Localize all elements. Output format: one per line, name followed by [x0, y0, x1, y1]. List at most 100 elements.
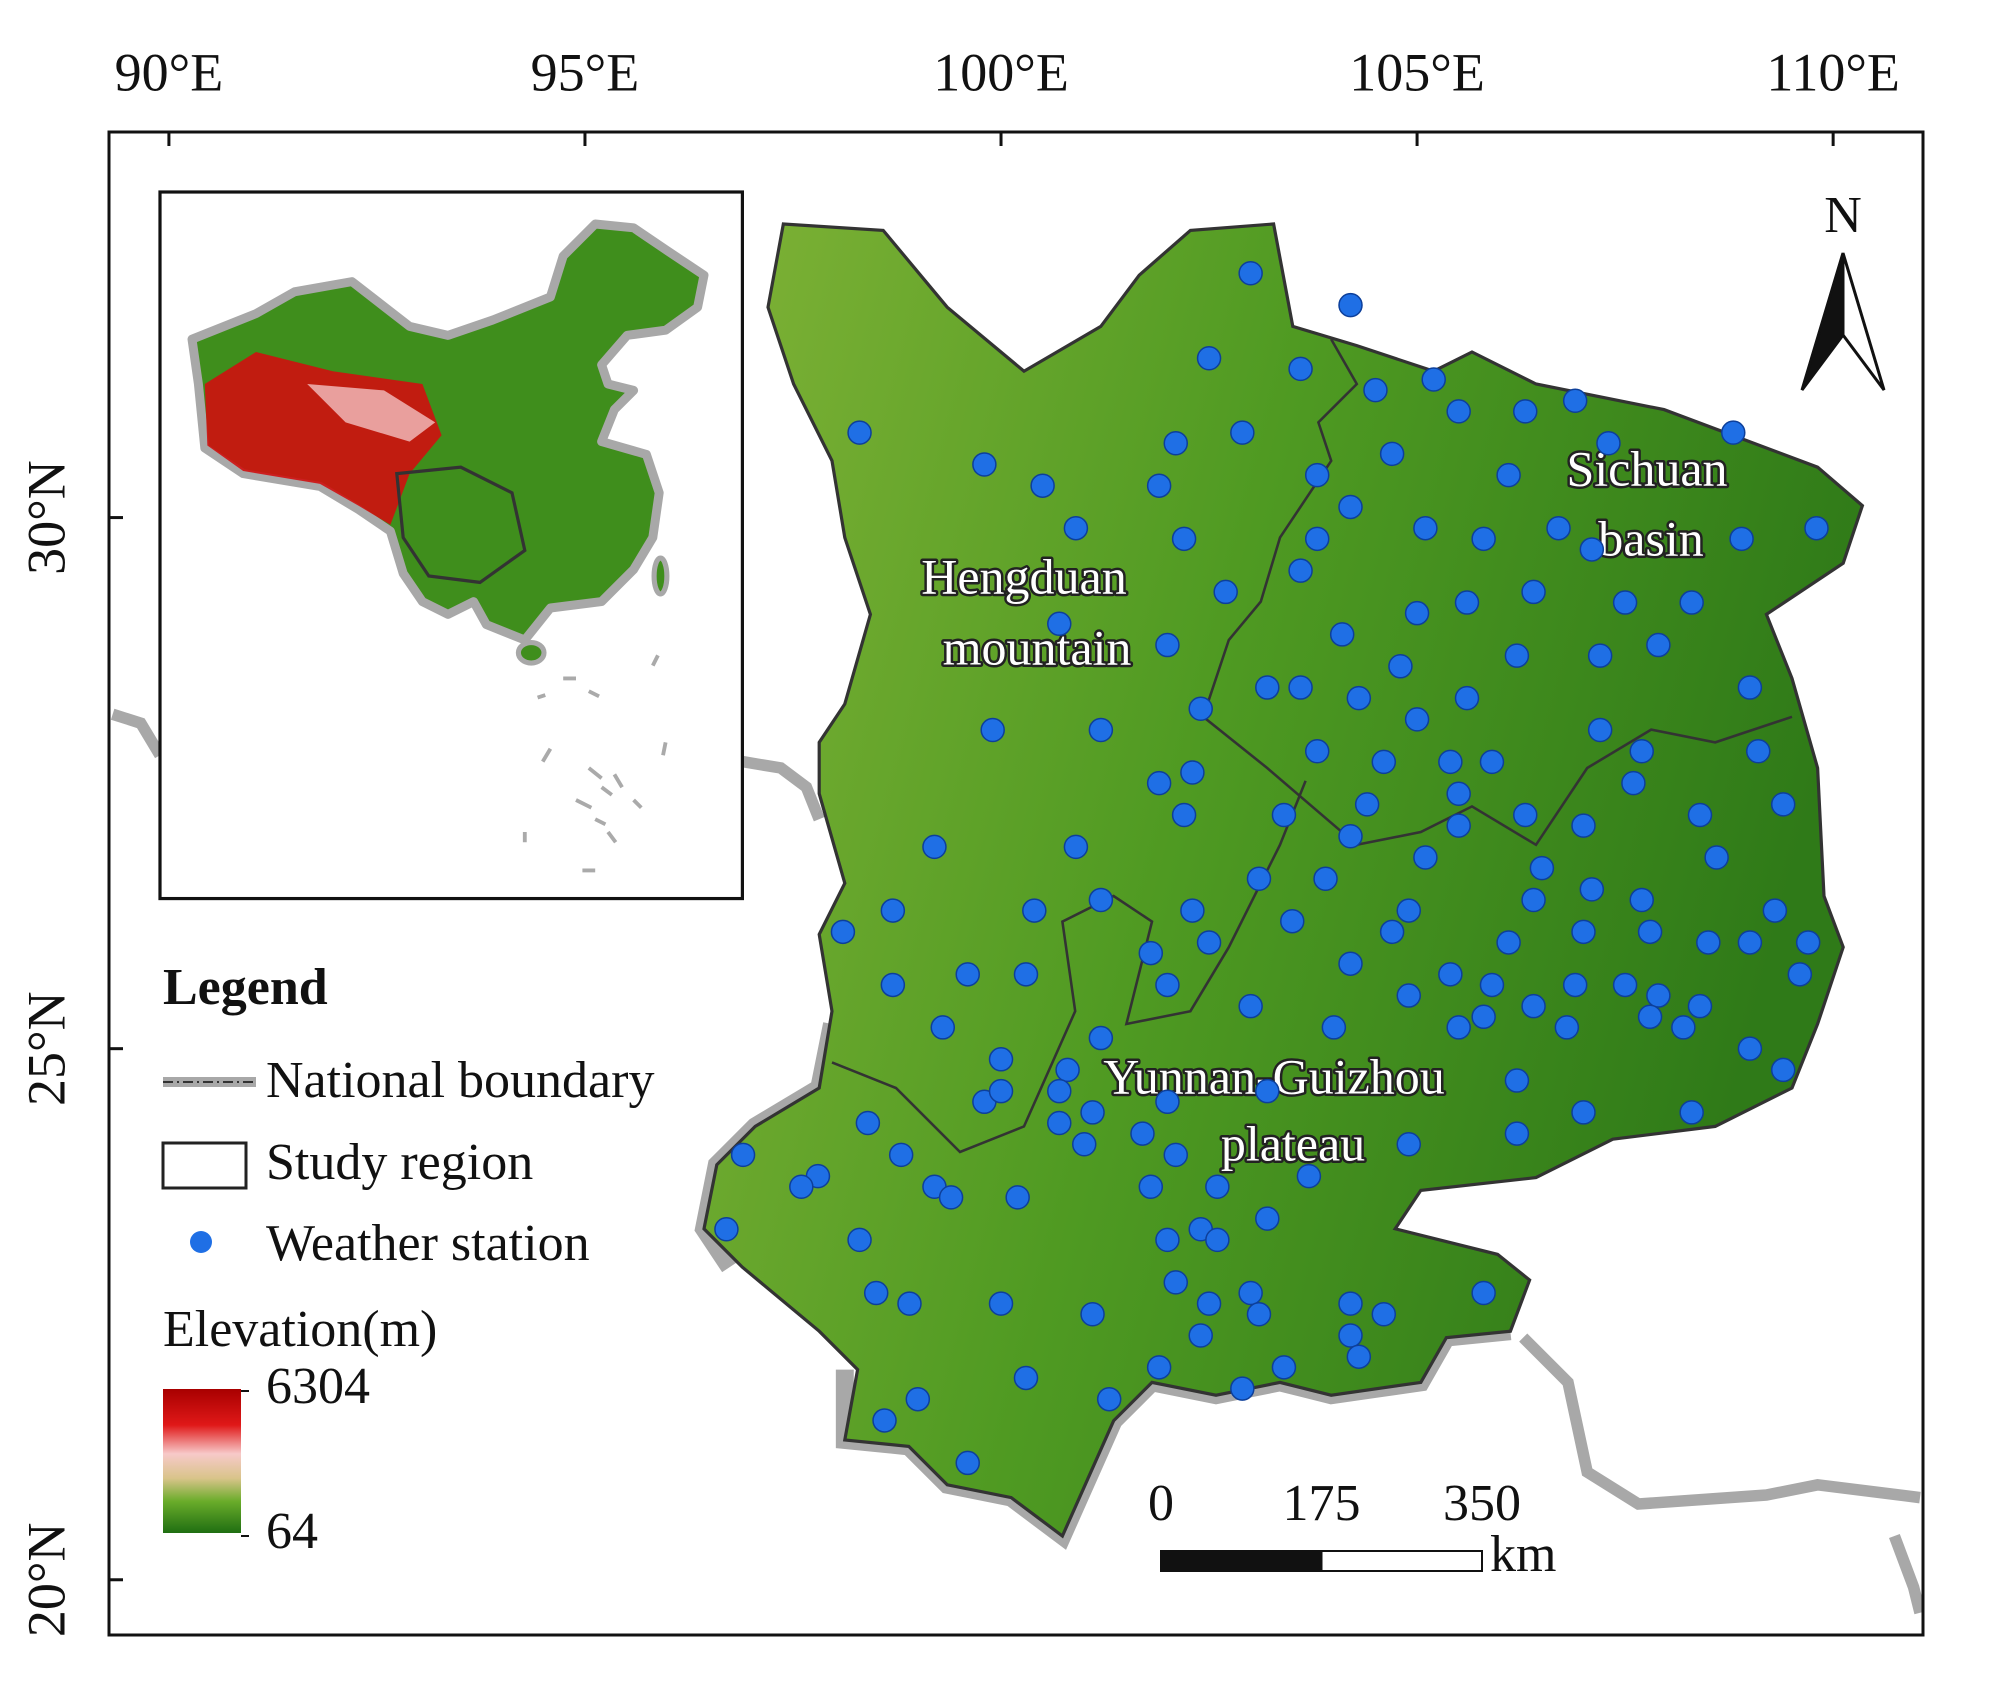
national-boundary: [741, 755, 825, 822]
study-region-outline: [702, 222, 1864, 1538]
weather-station: [1296, 1163, 1322, 1189]
weather-station: [1438, 749, 1463, 775]
weather-station: [1163, 1270, 1189, 1295]
weather-station: [1596, 430, 1621, 456]
weather-station: [1479, 972, 1505, 998]
weather-station: [1271, 1355, 1297, 1380]
province-boundary: [1201, 338, 1793, 847]
weather-station: [1554, 1015, 1580, 1040]
weather-station: [1205, 1174, 1230, 1200]
weather-station: [1737, 1036, 1763, 1061]
national-boundary: [1889, 1533, 1923, 1615]
colorbar-label: 6304: [266, 1358, 370, 1415]
weather-station: [1205, 1227, 1230, 1253]
weather-station: [1521, 993, 1546, 1019]
weather-station: [1230, 420, 1255, 445]
weather-station: [1371, 749, 1397, 775]
colorbar-label: 64: [266, 1503, 318, 1560]
weather-station: [1071, 1132, 1097, 1157]
weather-station: [1737, 930, 1763, 955]
legend-label: Weather station: [266, 1215, 590, 1272]
weather-station: [1587, 717, 1613, 743]
weather-station: [1155, 1227, 1180, 1253]
weather-station: [1612, 590, 1638, 615]
weather-station: [1238, 261, 1263, 286]
weather-station: [1255, 675, 1280, 700]
weather-station: [1404, 707, 1430, 732]
national-boundary: [1519, 1333, 1921, 1510]
weather-station: [905, 1386, 931, 1412]
weather-station: [1213, 579, 1238, 605]
weather-station: [1471, 1280, 1496, 1306]
weather-station: [1795, 930, 1821, 955]
weather-station: [955, 962, 980, 987]
legend: Legend National boundary Study region We…: [161, 959, 654, 1533]
scale-segment: [1320, 1550, 1483, 1572]
weather-station: [1745, 739, 1771, 764]
weather-station: [847, 420, 872, 445]
weather-station: [1637, 919, 1663, 945]
x-tick-label: 90°E: [115, 42, 224, 102]
inset-islands: [522, 654, 668, 873]
weather-station: [1496, 930, 1521, 955]
weather-station: [1679, 1100, 1704, 1125]
weather-station: [1363, 377, 1388, 403]
weather-station: [1471, 526, 1496, 552]
weather-station: [1096, 1386, 1122, 1412]
weather-station: [1304, 739, 1330, 764]
weather-station: [1579, 537, 1605, 562]
weather-station: [897, 1291, 922, 1316]
weather-station: [988, 1291, 1014, 1316]
weather-station: [855, 1110, 881, 1136]
region-label: Sichuan: [1566, 440, 1727, 496]
weather-station: [1321, 1015, 1347, 1040]
weather-station: [1629, 887, 1654, 913]
weather-station: [1571, 1100, 1596, 1125]
weather-station: [1513, 802, 1538, 828]
weather-station: [1571, 813, 1596, 838]
weather-station: [1804, 515, 1829, 541]
weather-station: [1346, 685, 1372, 711]
weather-station: [1138, 940, 1164, 966]
weather-station: [1088, 717, 1114, 743]
weather-station: [1571, 919, 1596, 945]
weather-station: [1005, 1185, 1030, 1210]
weather-station: [1329, 622, 1355, 647]
region-label: Hengduan: [921, 548, 1127, 604]
weather-station: [1629, 739, 1654, 764]
weather-station: [1354, 792, 1380, 817]
weather-station: [1196, 1291, 1222, 1316]
weather-station: [1454, 685, 1480, 711]
weather-station: [1346, 1344, 1372, 1369]
weather-station: [1446, 781, 1471, 806]
weather-station: [1304, 526, 1330, 552]
weather-station: [1729, 526, 1754, 552]
weather-station: [863, 1280, 889, 1306]
legend-title: Legend: [163, 959, 328, 1016]
weather-station: [1163, 430, 1189, 456]
weather-station: [1587, 643, 1613, 668]
weather-station: [1396, 898, 1422, 923]
weather-station: [1088, 1025, 1114, 1051]
weather-station: [1013, 1365, 1039, 1391]
weather-station: [1396, 983, 1422, 1008]
weather-station: [1063, 515, 1089, 541]
weather-station: [1646, 983, 1671, 1008]
stations: [714, 261, 1829, 1476]
weather-station: [847, 1227, 872, 1253]
weather-station: [730, 1142, 756, 1168]
weather-station: [1504, 1121, 1530, 1146]
legend-station-swatch: [190, 1231, 212, 1253]
region-label: mountain: [943, 619, 1132, 675]
weather-station: [1338, 823, 1363, 849]
weather-station: [1163, 1142, 1189, 1168]
weather-station: [1288, 675, 1313, 700]
weather-station: [1479, 749, 1505, 775]
weather-station: [922, 834, 947, 860]
map-frame: [107, 130, 1925, 1637]
weather-station: [1138, 1174, 1164, 1200]
weather-station: [1288, 558, 1313, 583]
weather-station: [1546, 515, 1571, 541]
